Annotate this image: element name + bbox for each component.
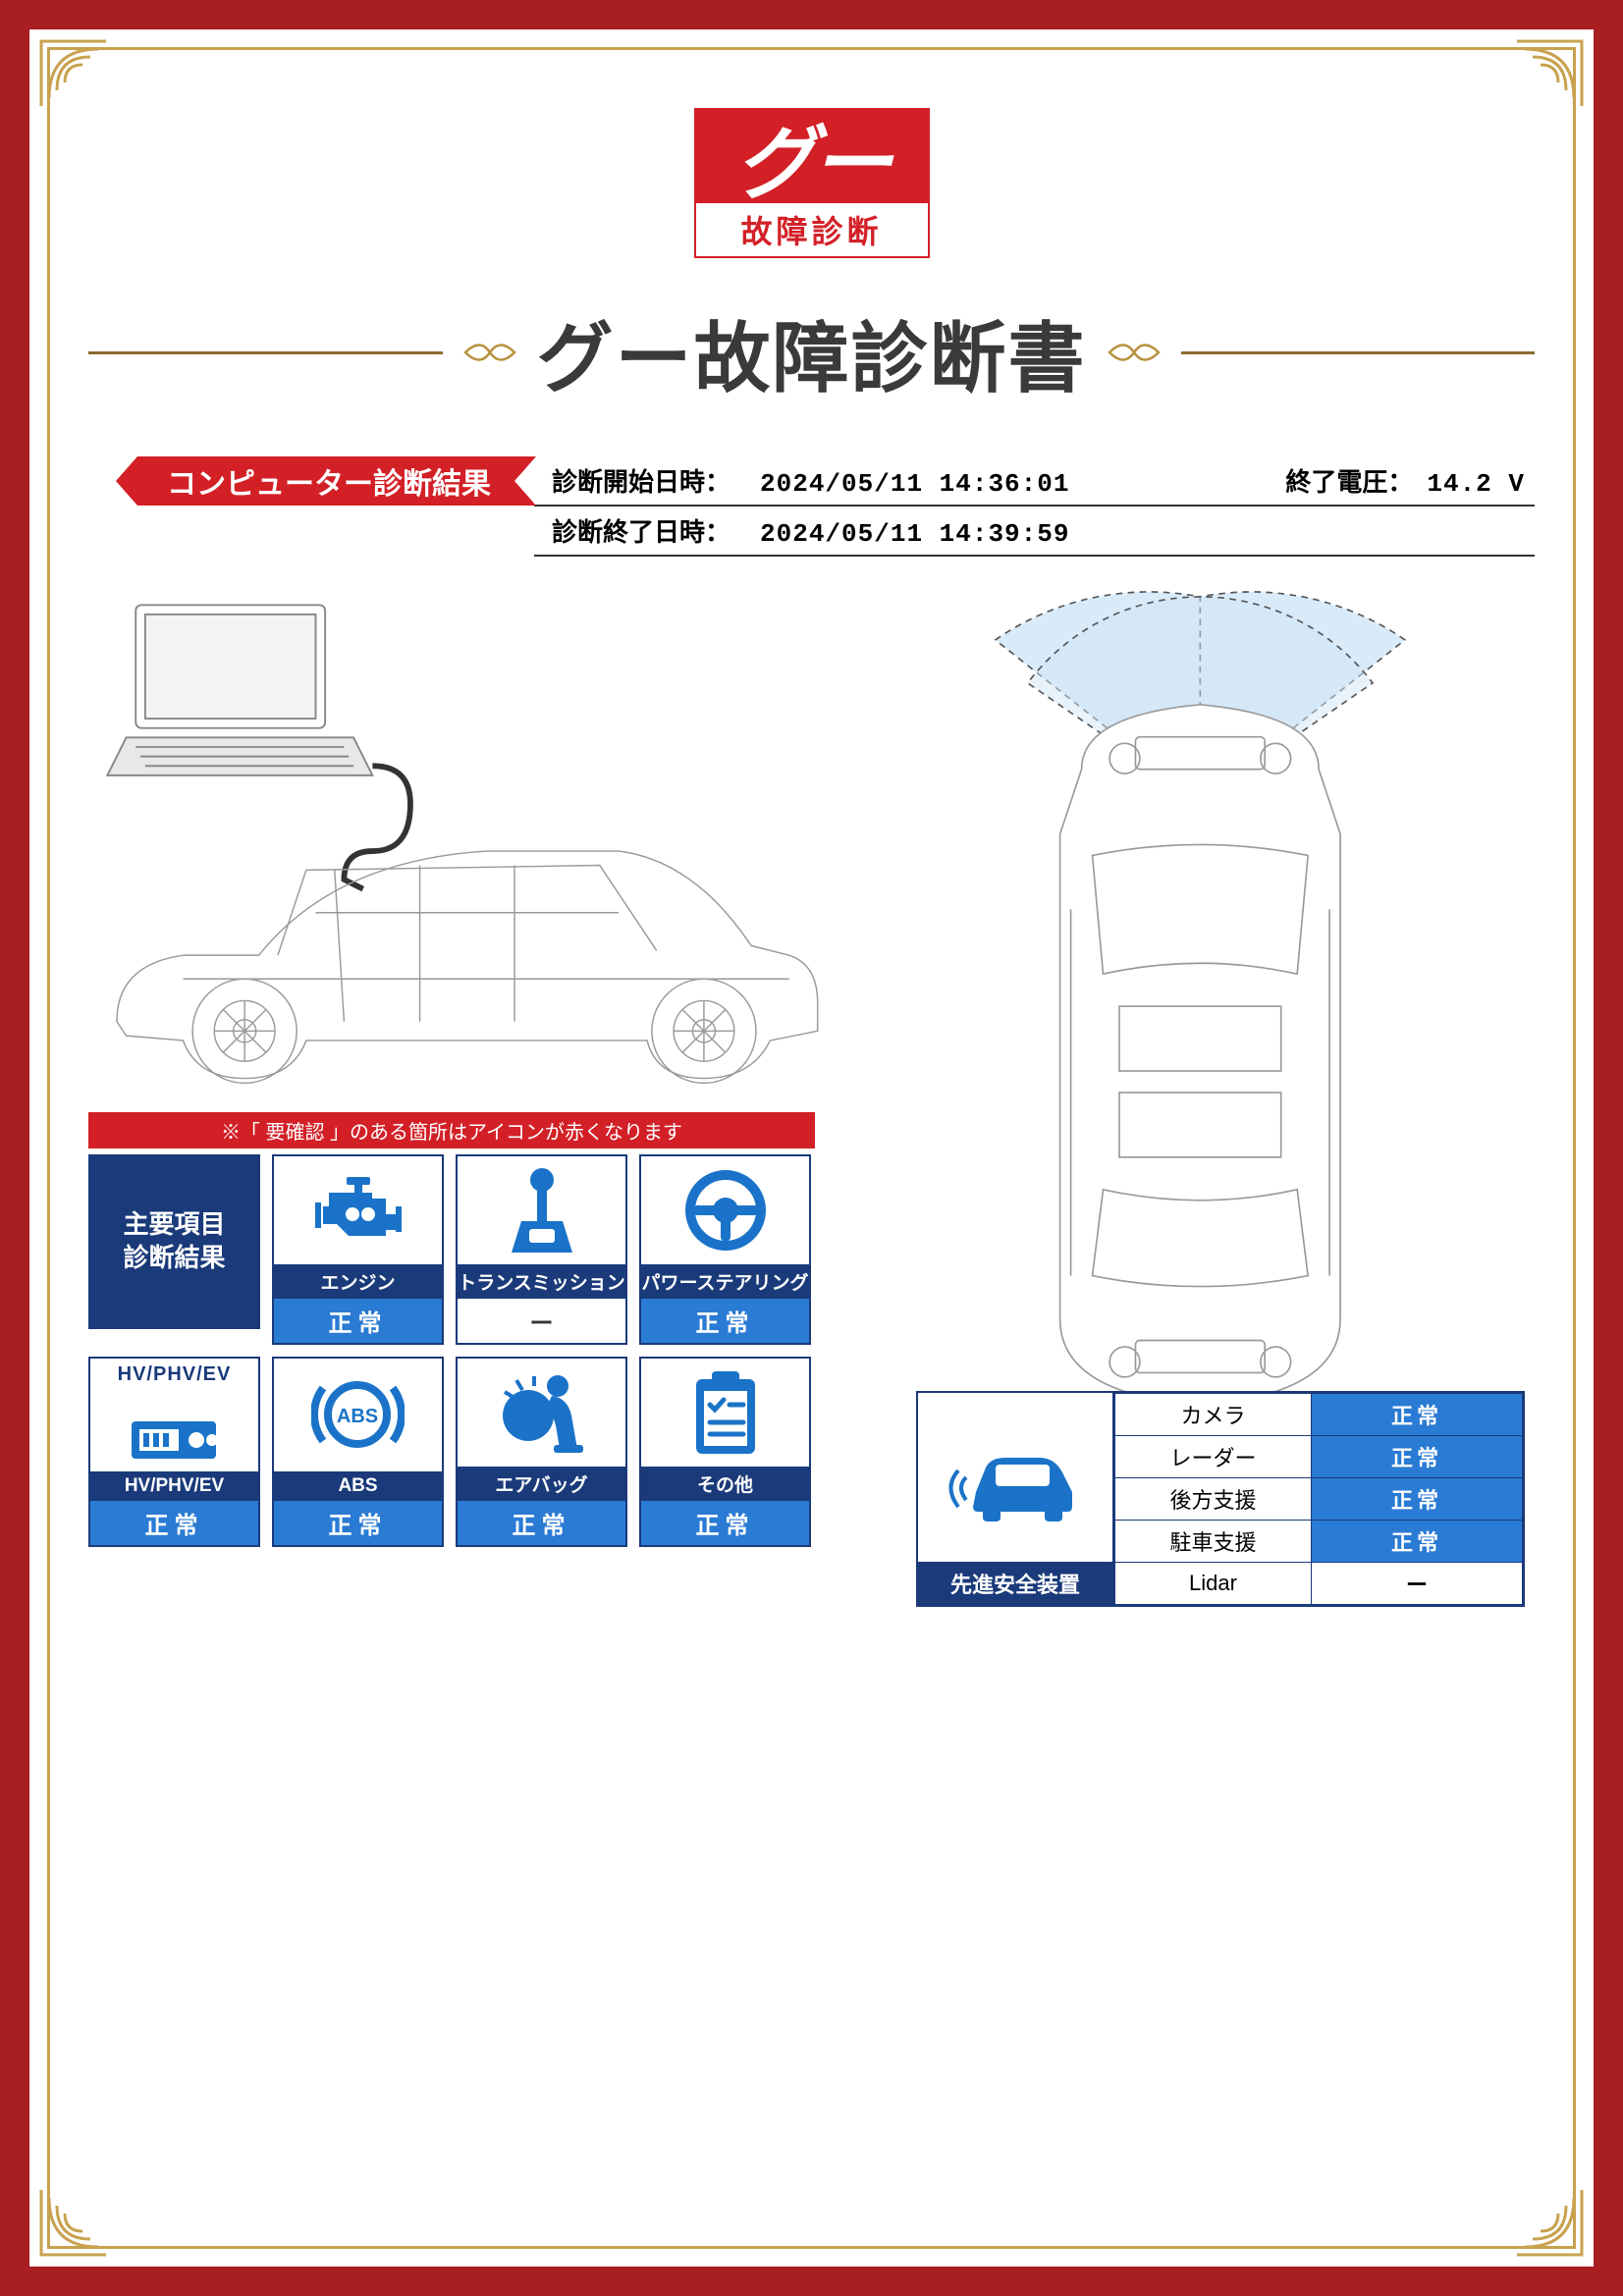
car-side-diagram: ※「 要確認 」のある箇所はアイコンが赤くなります 主要項目診断結果 エンジン … [88, 586, 827, 1547]
section-ribbon: コンピューター診断結果 [137, 456, 514, 506]
start-time-value: 2024/05/11 14:36:01 [760, 469, 1069, 499]
section-header: コンピューター診断結果 診断開始日時： 2024/05/11 14:36:01 … [88, 456, 1535, 557]
safety-row-status: 正常 [1312, 1436, 1523, 1478]
safety-row-name: 後方支援 [1115, 1478, 1312, 1521]
diagnostic-item-status: ー [458, 1299, 625, 1343]
diagnostic-item-transmission: トランスミッション ー [456, 1154, 627, 1345]
svg-text:ABS: ABS [337, 1406, 378, 1427]
safety-row: 後方支援 正常 [1115, 1478, 1523, 1521]
safety-row: カメラ 正常 [1115, 1394, 1523, 1436]
diagnostic-item-label: HV/PHV/EV [90, 1471, 258, 1501]
diagnostic-item-label: パワーステアリング [641, 1264, 809, 1299]
safety-row-status: 正常 [1312, 1394, 1523, 1436]
safety-row-status: 正常 [1312, 1521, 1523, 1563]
safety-car-icon [918, 1393, 1112, 1562]
abs-icon: ABS [274, 1359, 442, 1471]
safety-row: 駐車支援 正常 [1115, 1521, 1523, 1563]
safety-row-name: 駐車支援 [1115, 1521, 1312, 1563]
brand-logo-top: グー [696, 110, 928, 203]
diagnostic-item-engine: エンジン 正常 [272, 1154, 444, 1345]
safety-row-name: カメラ [1115, 1394, 1312, 1436]
page-title: グー故障診断書 [537, 297, 1087, 407]
diagnostic-item-label: エンジン [274, 1264, 442, 1299]
start-time-label: 診断開始日時： [552, 462, 730, 499]
hv-icon: HV/PHV/EV [90, 1359, 258, 1471]
diagnostic-item-label: エアバッグ [458, 1467, 625, 1501]
meta-block: 診断開始日時： 2024/05/11 14:36:01 終了電圧： 14.2 V… [534, 456, 1535, 557]
diagnostic-item-label: その他 [641, 1467, 809, 1501]
diagnostic-item-power-steering: パワーステアリング 正常 [639, 1154, 811, 1345]
certificate-frame: グー 故障診断 グー故障診断書 コンピューター診断結果 [0, 0, 1623, 2296]
diagnostic-grid: 主要項目診断結果 エンジン 正常 トランスミッション ー パワーステアリング 正… [88, 1154, 815, 1547]
meta-row-start: 診断開始日時： 2024/05/11 14:36:01 終了電圧： 14.2 V [534, 456, 1535, 507]
diagnostic-item-status: 正常 [274, 1501, 442, 1545]
diagnostic-item-other: その他 正常 [639, 1357, 811, 1547]
brand-subtitle: 故障診断 [696, 203, 928, 256]
airbag-icon [458, 1359, 625, 1467]
end-time-value: 2024/05/11 14:39:59 [760, 519, 1069, 549]
diagnostic-item-status: 正常 [641, 1299, 809, 1343]
voltage-label: 終了電圧： [1285, 462, 1413, 499]
transmission-icon [458, 1156, 625, 1264]
diagnostic-item-status: 正常 [90, 1501, 258, 1545]
safety-row-status: ー [1312, 1563, 1523, 1605]
safety-block: 先進安全装置 カメラ 正常レーダー 正常後方支援 正常駐車支援 正常Lidar … [916, 1391, 1525, 1607]
diagnostic-item-status: 正常 [641, 1501, 809, 1545]
diagnostic-item-label: トランスミッション [458, 1264, 625, 1299]
diagnostic-item-airbag: エアバッグ 正常 [456, 1357, 627, 1547]
engine-icon [274, 1156, 442, 1264]
safety-left-cell: 先進安全装置 [918, 1393, 1114, 1605]
flourish-right-icon [1105, 333, 1163, 372]
diagnostic-note: ※「 要確認 」のある箇所はアイコンが赤くなります [88, 1112, 815, 1148]
diagnostic-item-status: 正常 [274, 1299, 442, 1343]
safety-row: Lidar ー [1115, 1563, 1523, 1605]
brand-text: グー [735, 98, 889, 215]
title-rule-left [88, 351, 443, 354]
content: グー 故障診断 グー故障診断書 コンピューター診断結果 [39, 39, 1584, 2257]
title-rule-right [1181, 351, 1536, 354]
other-icon [641, 1359, 809, 1467]
safety-row-name: レーダー [1115, 1436, 1312, 1478]
diagnostic-item-hv: HV/PHV/EV HV/PHV/EV 正常 [88, 1357, 260, 1547]
hv-text-label: HV/PHV/EV [118, 1363, 232, 1386]
safety-header: 先進安全装置 [918, 1562, 1112, 1605]
diagnostic-header-cell: 主要項目診断結果 [88, 1154, 260, 1329]
diagnostic-item-label: ABS [274, 1471, 442, 1501]
safety-row-name: Lidar [1115, 1563, 1312, 1605]
end-time-label: 診断終了日時： [552, 512, 730, 549]
title-row: グー故障診断書 [88, 297, 1535, 407]
flourish-left-icon [460, 333, 519, 372]
diagnostic-panel: ※「 要確認 」のある箇所はアイコンが赤くなります 主要項目診断結果 エンジン … [88, 1112, 827, 1547]
safety-table: カメラ 正常レーダー 正常後方支援 正常駐車支援 正常Lidar ー [1114, 1393, 1523, 1605]
safety-row-status: 正常 [1312, 1478, 1523, 1521]
page: グー 故障診断 グー故障診断書 コンピューター診断結果 [29, 29, 1594, 2267]
diagnostic-item-abs: ABS ABS 正常 [272, 1357, 444, 1547]
safety-row: レーダー 正常 [1115, 1436, 1523, 1478]
brand-logo: グー 故障診断 [694, 108, 930, 258]
meta-row-end: 診断終了日時： 2024/05/11 14:39:59 [534, 507, 1535, 557]
power-steering-icon [641, 1156, 809, 1264]
voltage-value: 14.2 V [1427, 469, 1525, 499]
diagnostic-item-status: 正常 [458, 1501, 625, 1545]
